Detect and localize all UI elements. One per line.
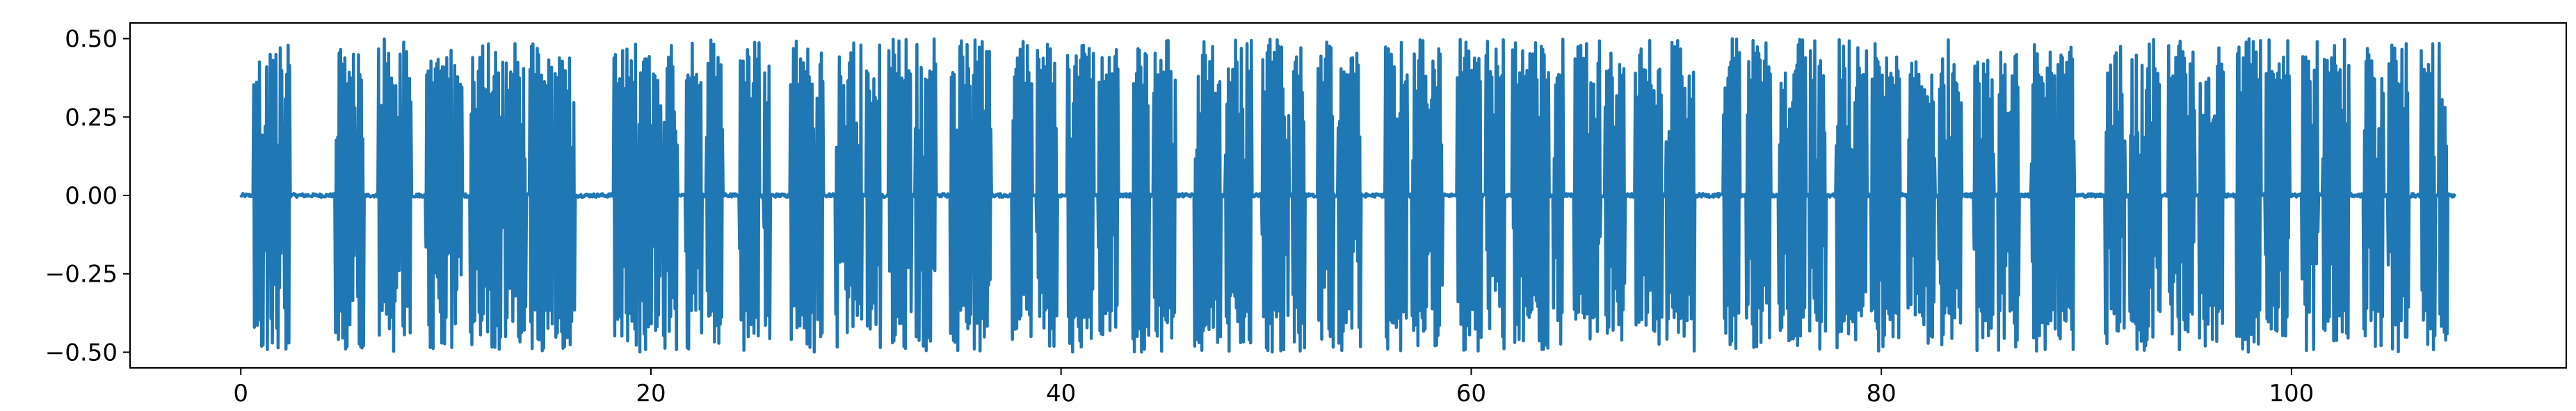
y-tick-label: −0.25 (45, 261, 118, 289)
plot-area (129, 22, 2568, 369)
y-tick-label: 0.00 (65, 182, 118, 210)
x-tick-label: 40 (1046, 380, 1076, 408)
x-tick-label: 60 (1456, 380, 1486, 408)
x-tick-label: 100 (2269, 380, 2314, 408)
x-axis: 0 20 40 60 80 100 (233, 368, 2314, 408)
y-tick-label: 0.50 (65, 26, 118, 54)
y-tick-label: −0.50 (45, 339, 118, 366)
x-tick-label: 0 (233, 380, 248, 408)
y-axis: 0.50 0.25 0.00 −0.25 −0.50 (45, 26, 130, 366)
x-tick-label: 80 (1867, 380, 1897, 408)
x-tick-label: 20 (636, 380, 666, 408)
waveform-line (239, 37, 2457, 354)
y-tick-label: 0.25 (65, 104, 118, 131)
